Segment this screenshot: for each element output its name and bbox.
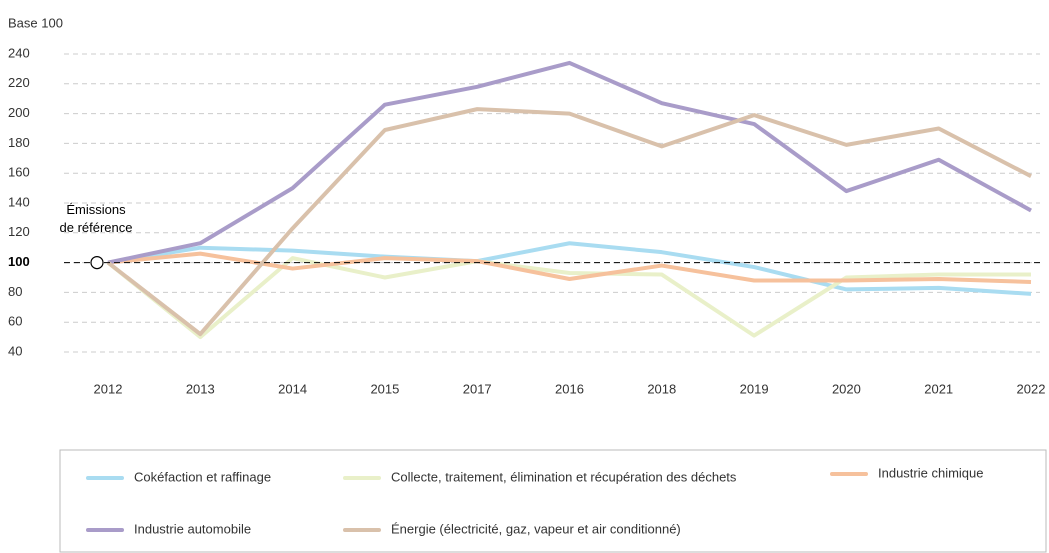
series-line — [107, 241, 1032, 296]
legend-label: Énergie (électricité, gaz, vapeur et air… — [391, 521, 681, 536]
legend-label: Industrie automobile — [134, 521, 251, 536]
y-tick-label: 40 — [8, 343, 22, 358]
y-tick-label: 180 — [8, 135, 30, 150]
x-tick-label: 2012 — [94, 381, 123, 396]
series-line — [106, 107, 1032, 337]
x-tick-label: 2020 — [832, 381, 861, 396]
x-tick-label: 2019 — [740, 381, 769, 396]
y-tick-label: 60 — [8, 314, 22, 329]
legend-label: Cokéfaction et raffinage — [134, 469, 271, 484]
legend-label: Collecte, traitement, élimination et réc… — [391, 469, 737, 484]
x-tick-label: 2022 — [1017, 381, 1046, 396]
x-tick-label: 2016 — [555, 381, 584, 396]
reference-marker — [90, 256, 104, 270]
x-tick-label: 2015 — [370, 381, 399, 396]
y-tick-label: 220 — [8, 75, 30, 90]
annotation: Émissions — [66, 202, 126, 217]
y-tick-label: 80 — [8, 284, 22, 299]
y-tick-label: 100 — [8, 254, 30, 269]
legend-label: Industrie chimique — [878, 465, 984, 480]
series-line — [107, 60, 1032, 265]
x-tick-label: 2013 — [186, 381, 215, 396]
annotation: de référence — [60, 220, 133, 235]
x-tick-label: 2014 — [278, 381, 307, 396]
y-tick-label: 200 — [8, 105, 30, 120]
x-tick-label: 2018 — [647, 381, 676, 396]
x-tick-label: 2017 — [463, 381, 492, 396]
x-tick-label: 2021 — [924, 381, 953, 396]
y-tick-label: 140 — [8, 194, 30, 209]
y-tick-label: 120 — [8, 224, 30, 239]
legend-box — [59, 449, 1047, 553]
y-tick-label: 160 — [8, 165, 30, 180]
series-line — [106, 256, 1031, 340]
y-axis-label: Base 100 — [8, 15, 63, 30]
y-tick-label: 240 — [8, 45, 30, 60]
